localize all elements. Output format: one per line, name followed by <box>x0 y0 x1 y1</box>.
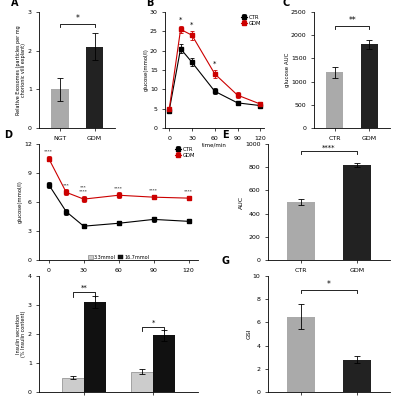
Bar <box>343 165 371 260</box>
Bar <box>62 378 84 392</box>
Bar <box>153 336 175 392</box>
Y-axis label: AUC: AUC <box>238 196 243 208</box>
Text: G: G <box>222 256 230 266</box>
Bar <box>84 302 106 392</box>
Text: **: ** <box>81 285 87 291</box>
Bar <box>326 72 344 128</box>
Y-axis label: Relative Exosomes (particles per mg
chorionic villi explant): Relative Exosomes (particles per mg chor… <box>16 25 26 115</box>
Text: D: D <box>4 130 13 140</box>
Text: ****: **** <box>44 149 53 153</box>
Y-axis label: glucose(mmol/l): glucose(mmol/l) <box>143 48 149 92</box>
Bar <box>86 47 103 128</box>
Bar <box>52 89 69 128</box>
Bar <box>131 372 153 392</box>
Y-axis label: glucose(mmol/l): glucose(mmol/l) <box>17 180 22 224</box>
Bar <box>288 317 315 392</box>
Text: *: * <box>213 61 216 67</box>
Text: E: E <box>222 130 229 140</box>
Text: *: * <box>151 320 155 326</box>
X-axis label: time/min: time/min <box>202 142 227 147</box>
Text: *: * <box>179 16 182 22</box>
Text: ***: *** <box>63 183 70 187</box>
Text: *: * <box>327 280 331 289</box>
Y-axis label: GSI: GSI <box>246 329 251 339</box>
Text: A: A <box>11 0 18 8</box>
Legend: 3.3mmol, 16.7mmol: 3.3mmol, 16.7mmol <box>86 253 152 262</box>
Y-axis label: glucose AUC: glucose AUC <box>284 53 290 87</box>
Text: C: C <box>282 0 290 8</box>
Text: B: B <box>146 0 153 8</box>
Text: *: * <box>190 22 193 28</box>
Text: ***: *** <box>80 185 87 189</box>
Text: *: * <box>75 14 79 23</box>
Text: ****: **** <box>184 190 193 194</box>
Bar <box>361 44 378 128</box>
Legend: CTR, GDM: CTR, GDM <box>241 15 262 26</box>
Text: ****: **** <box>322 144 336 150</box>
Text: **: ** <box>348 16 356 25</box>
Text: ****: **** <box>149 189 158 193</box>
Y-axis label: Insulin secretion
(% Insulin content): Insulin secretion (% Insulin content) <box>16 311 26 357</box>
Bar <box>343 360 371 392</box>
Legend: CTR, GDM: CTR, GDM <box>175 147 195 158</box>
Text: ****: **** <box>114 186 123 190</box>
Text: ****: **** <box>79 190 88 194</box>
Bar <box>288 202 315 260</box>
